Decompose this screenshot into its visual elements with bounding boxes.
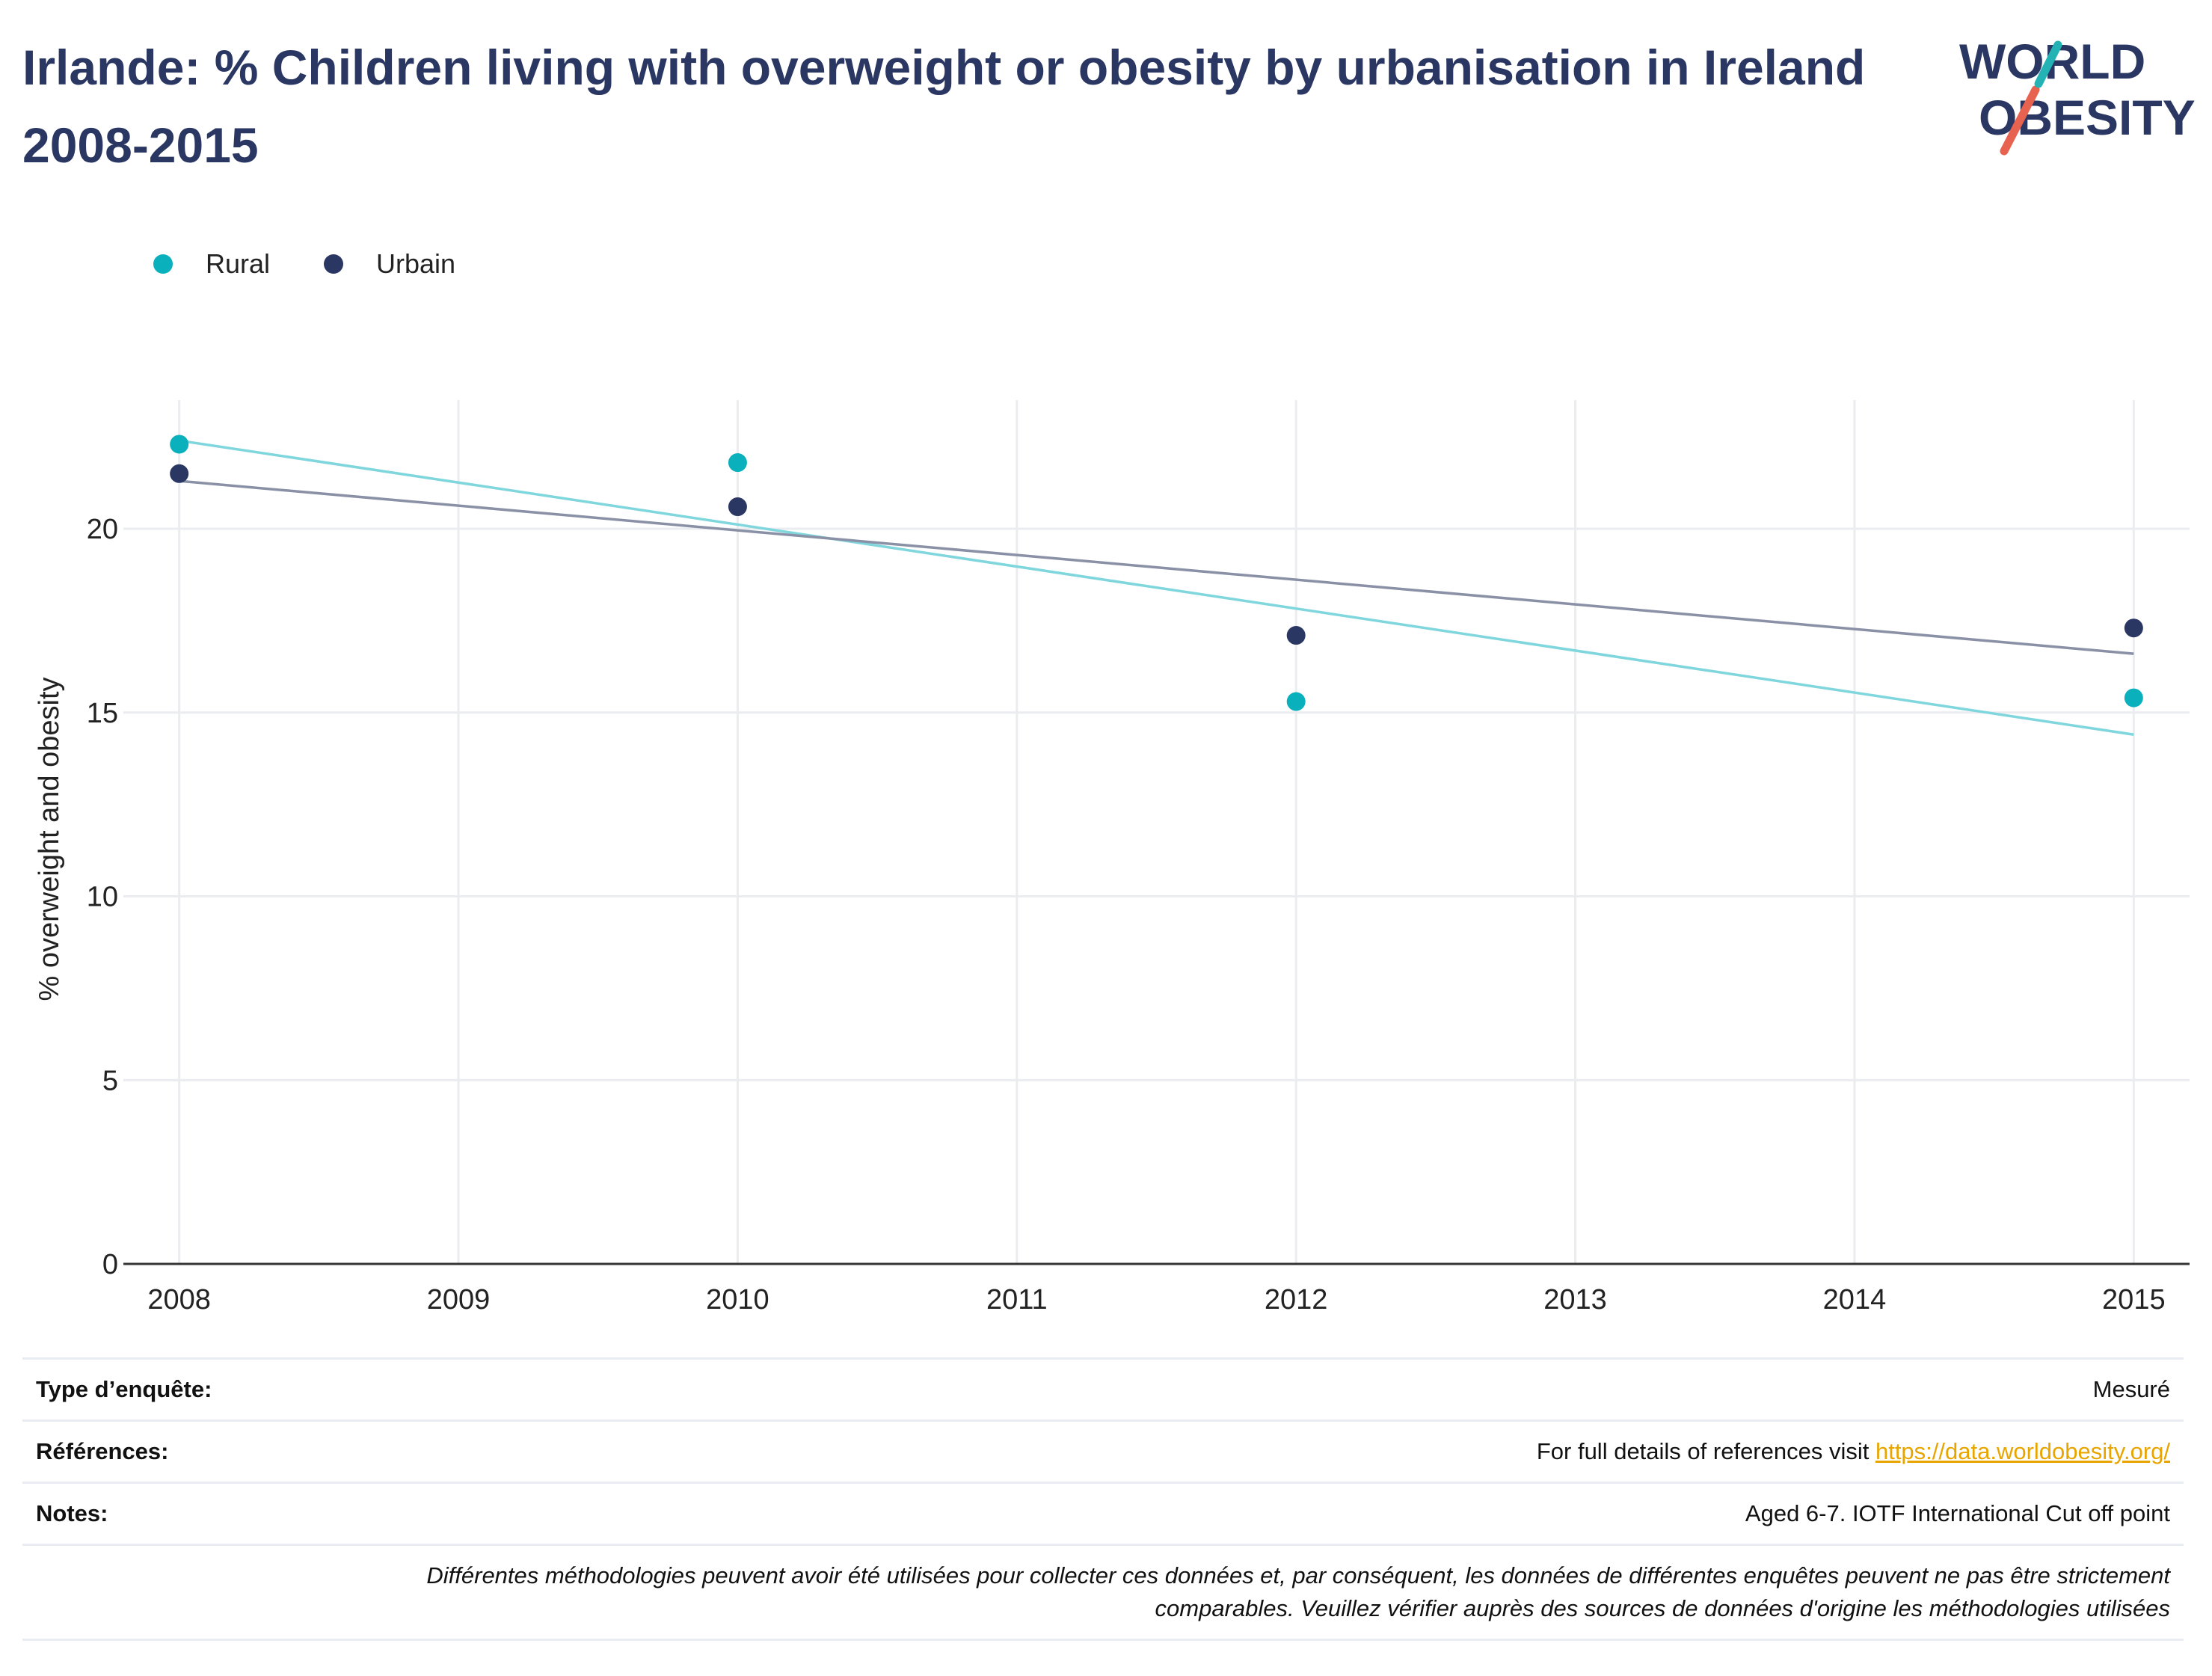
disclaimer-line-1: Différentes méthodologies peuvent avoir … bbox=[426, 1562, 2170, 1588]
x-tick-label: 2008 bbox=[147, 1284, 211, 1316]
y-tick-label: 15 bbox=[87, 698, 118, 729]
x-tick-label: 2012 bbox=[1265, 1284, 1328, 1316]
x-tick-label: 2011 bbox=[986, 1284, 1048, 1316]
legend-label-urban: Urbain bbox=[376, 248, 456, 279]
world-obesity-logo: WORLD OBESITY bbox=[1959, 34, 2196, 156]
info-table: Type d’enquête: Mesuré Références: For f… bbox=[22, 1357, 2184, 1641]
references-label: Références: bbox=[36, 1438, 169, 1464]
point-urbain-2015[interactable] bbox=[2124, 618, 2143, 638]
x-tick-label: 2010 bbox=[706, 1284, 769, 1316]
legend-dot-rural bbox=[153, 254, 173, 274]
y-axis-label: % overweight and obesity bbox=[34, 677, 65, 1001]
y-tick-label: 10 bbox=[87, 882, 118, 913]
logo-slash-teal bbox=[2034, 40, 2062, 88]
trend-lines bbox=[179, 439, 2134, 736]
trendline-rural bbox=[179, 439, 2134, 736]
grid-lines bbox=[123, 400, 2190, 1264]
point-rural-2015[interactable] bbox=[2124, 688, 2143, 707]
point-urbain-2010[interactable] bbox=[728, 497, 747, 517]
disclaimer: Différentes méthodologies peuvent avoir … bbox=[36, 1559, 2170, 1625]
references-text: For full details of references visit bbox=[1536, 1438, 1875, 1464]
legend-dot-urban bbox=[324, 254, 344, 274]
trendline-urbain bbox=[179, 479, 2134, 655]
survey-type-label: Type d’enquête: bbox=[36, 1376, 212, 1402]
notes-label: Notes: bbox=[36, 1500, 108, 1526]
logo-slash-coral bbox=[2000, 85, 2040, 156]
references-value: For full details of references visit htt… bbox=[1537, 1438, 2170, 1465]
axes: 2008 2009 2010 2011 2012 2013 2014 2015 0 5 10 15 20 bbox=[87, 514, 2190, 1316]
point-urbain-2012[interactable] bbox=[1286, 626, 1306, 645]
y-tick-label: 0 bbox=[102, 1249, 118, 1280]
point-rural-2012[interactable] bbox=[1286, 692, 1306, 711]
data-points bbox=[170, 435, 2143, 711]
legend-item-rural[interactable]: Rural bbox=[153, 248, 270, 280]
point-rural-2008[interactable] bbox=[170, 435, 189, 454]
notes-value: Aged 6-7. IOTF International Cut off poi… bbox=[1745, 1500, 2170, 1526]
references-link[interactable]: https://data.worldobesity.org/ bbox=[1875, 1438, 2170, 1464]
info-row-survey-type: Type d’enquête: Mesuré bbox=[22, 1357, 2184, 1419]
x-tick-label: 2013 bbox=[1543, 1284, 1607, 1316]
legend-item-urban[interactable]: Urbain bbox=[324, 248, 455, 280]
info-row-references: Références: For full details of referenc… bbox=[22, 1419, 2184, 1482]
chart-title: Irlande: % Children living with overweig… bbox=[22, 40, 1866, 173]
point-urbain-2008[interactable] bbox=[170, 464, 189, 483]
x-tick-label: 2014 bbox=[1823, 1284, 1887, 1316]
info-row-disclaimer: Différentes méthodologies peuvent avoir … bbox=[22, 1544, 2184, 1641]
y-tick-label: 5 bbox=[102, 1065, 118, 1096]
x-tick-label: 2015 bbox=[2102, 1284, 2166, 1316]
disclaimer-line-2: comparables. Veuillez vérifier auprès de… bbox=[1155, 1595, 2170, 1621]
scatter-chart: 2008 2009 2010 2011 2012 2013 2014 201505101520… bbox=[34, 400, 2190, 1316]
legend: Rural Urbain bbox=[153, 245, 509, 283]
legend-label-rural: Rural bbox=[206, 248, 271, 279]
info-row-notes: Notes: Aged 6-7. IOTF International Cut … bbox=[22, 1482, 2184, 1544]
y-tick-label: 20 bbox=[87, 514, 118, 545]
survey-type-value: Mesuré bbox=[2092, 1376, 2170, 1402]
x-tick-label: 2009 bbox=[427, 1284, 491, 1316]
point-rural-2010[interactable] bbox=[728, 453, 747, 473]
